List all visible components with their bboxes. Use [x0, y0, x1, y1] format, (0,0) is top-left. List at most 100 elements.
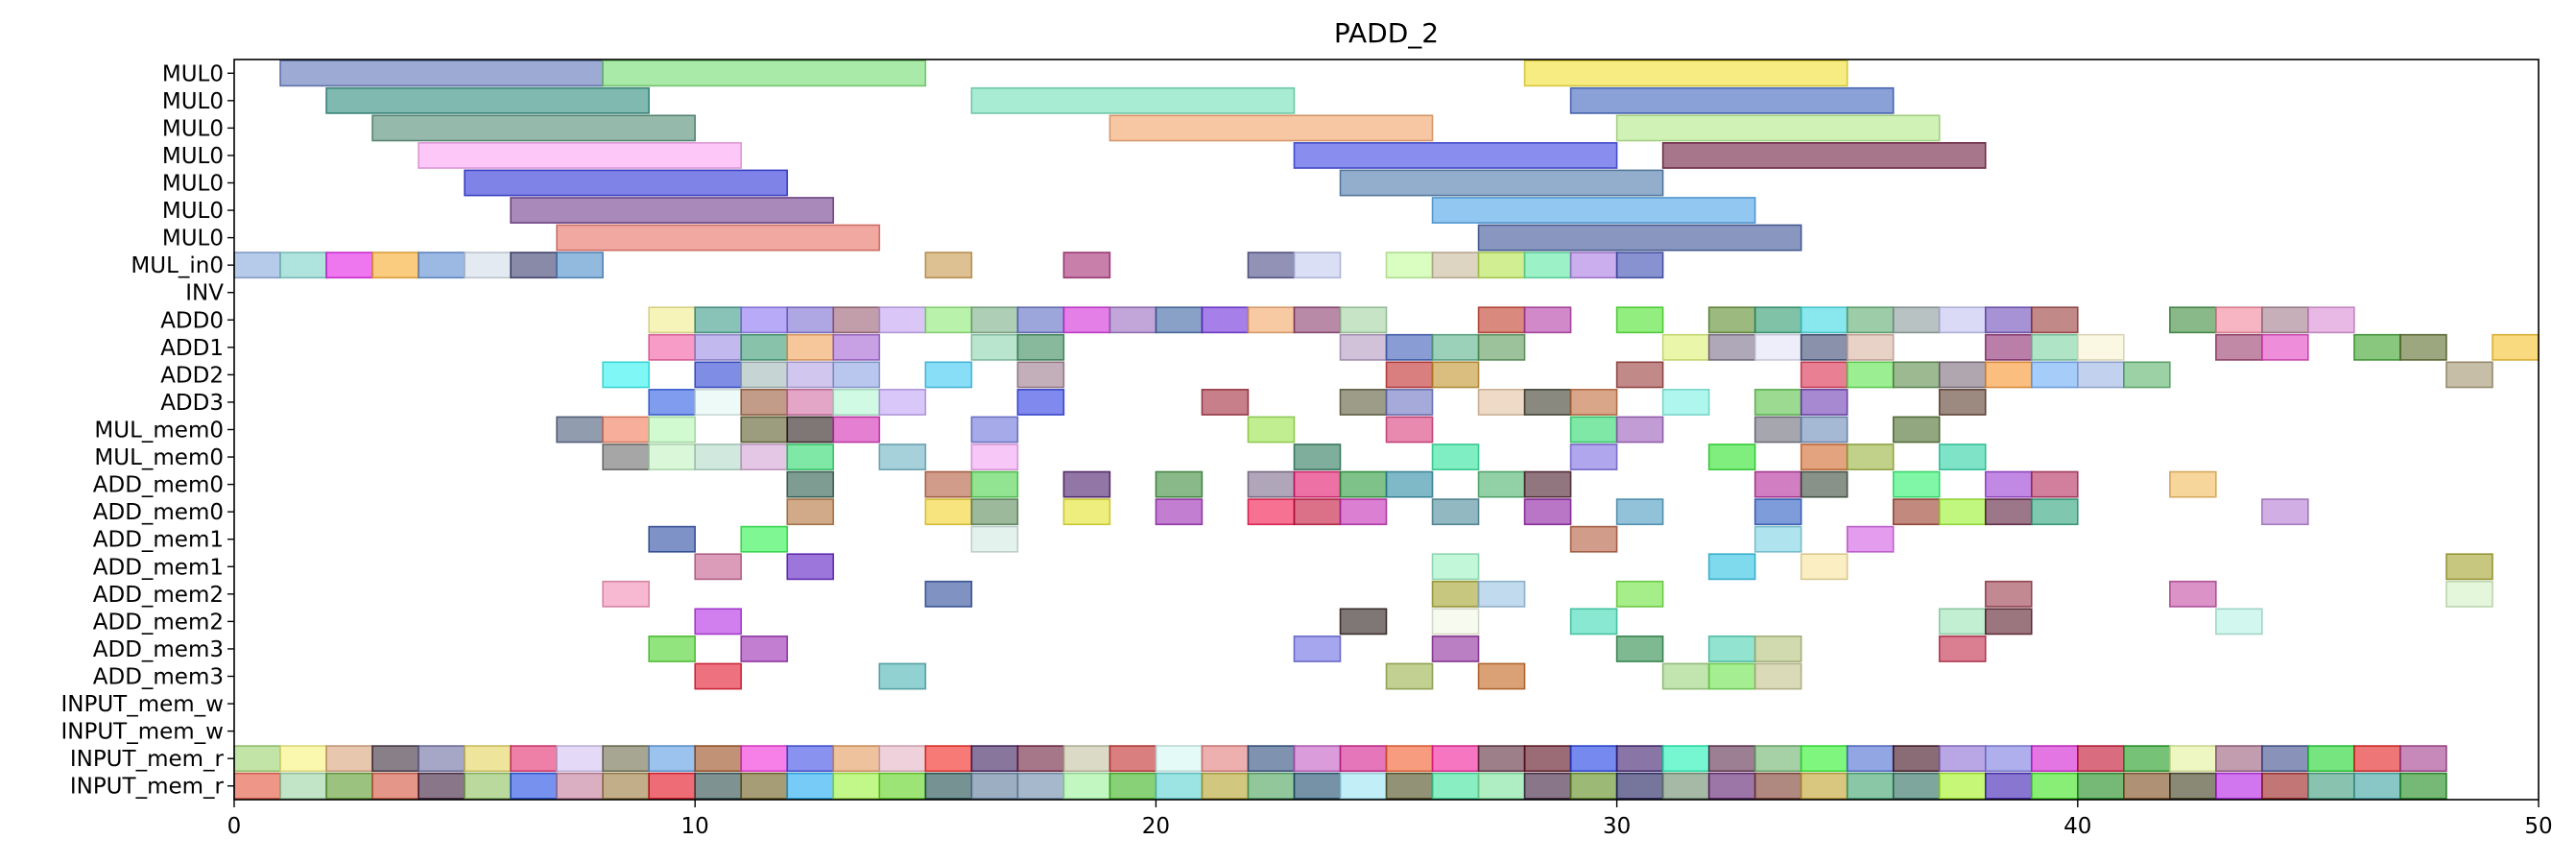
task-bar — [279, 745, 327, 773]
y-tick-label: MUL0 — [162, 116, 224, 141]
y-tick-label: ADD0 — [160, 308, 224, 333]
task-bar — [924, 580, 973, 608]
y-tick-label: MUL_mem0 — [94, 445, 224, 470]
task-bar — [1846, 333, 1895, 361]
task-bar — [1938, 389, 1987, 416]
y-tick-label: MUL_mem0 — [94, 419, 224, 443]
task-bar — [1109, 306, 1157, 334]
task-bar — [694, 608, 743, 635]
task-bar — [417, 142, 743, 169]
y-tick-label: ADD1 — [160, 336, 224, 361]
task-bar — [1247, 470, 1296, 498]
task-bar — [2399, 745, 2447, 773]
task-bar — [694, 361, 743, 389]
task-bar — [648, 443, 696, 470]
task-bar — [2261, 498, 2309, 526]
task-bar — [233, 772, 281, 800]
task-bar — [1753, 772, 1802, 800]
y-tick-label: INPUT_mem_r — [70, 747, 225, 772]
task-bar — [648, 772, 696, 800]
task-bar — [1800, 333, 1849, 361]
task-bar — [2307, 772, 2355, 800]
task-bar — [1109, 114, 1434, 142]
task-bar — [832, 333, 881, 361]
task-bar — [1431, 443, 1480, 470]
task-bar — [556, 224, 881, 252]
task-bar — [1477, 306, 1526, 334]
y-tick-label: MUL0 — [162, 144, 224, 169]
task-bar — [832, 416, 881, 443]
task-bar — [1707, 635, 1756, 662]
task-bar — [1062, 470, 1111, 498]
task-bar — [970, 525, 1019, 553]
task-bar — [1385, 662, 1434, 690]
task-bar — [1016, 333, 1065, 361]
task-bar — [1984, 333, 2033, 361]
task-bar — [878, 443, 927, 470]
task-bar — [1938, 361, 1987, 389]
task-bar — [648, 416, 696, 443]
task-bar — [1846, 361, 1895, 389]
task-bar — [2077, 361, 2125, 389]
task-bar — [1385, 745, 1434, 773]
task-bar — [740, 525, 789, 553]
task-bar — [1155, 470, 1204, 498]
task-bar — [1800, 389, 1849, 416]
task-bar — [1293, 498, 1342, 526]
task-bar — [1938, 772, 1987, 800]
task-bar — [1615, 745, 1664, 773]
task-bar — [2492, 333, 2540, 361]
task-bar — [602, 772, 650, 800]
task-bar — [740, 389, 789, 416]
task-bar — [556, 745, 604, 773]
task-bar — [694, 745, 743, 773]
task-bar — [2261, 745, 2309, 773]
task-bar — [371, 772, 419, 800]
task-bar — [1892, 772, 1941, 800]
task-bar — [924, 772, 973, 800]
task-bar — [740, 745, 789, 773]
task-bar — [1569, 416, 1618, 443]
task-bar — [970, 86, 1296, 114]
task-bar — [1523, 389, 1572, 416]
task-bar — [832, 389, 881, 416]
task-bar — [2169, 470, 2217, 498]
task-bar — [1753, 498, 1802, 526]
task-bar — [1339, 772, 1388, 800]
task-bar — [740, 416, 789, 443]
y-tick-label: MUL0 — [162, 89, 224, 114]
task-bar — [1109, 745, 1157, 773]
task-bar — [1477, 745, 1526, 773]
task-bar — [970, 333, 1019, 361]
y-tick-label: MUL0 — [162, 199, 224, 224]
task-bar — [1615, 361, 1664, 389]
task-bar — [1892, 498, 1941, 526]
task-bar — [1753, 416, 1802, 443]
task-bar — [464, 745, 512, 773]
task-bar — [325, 772, 373, 800]
task-bar — [417, 745, 465, 773]
task-bar — [1615, 416, 1664, 443]
task-bar — [786, 389, 835, 416]
task-bar — [1661, 389, 1710, 416]
task-bar — [2353, 333, 2401, 361]
task-bar — [1431, 608, 1480, 635]
task-bar — [1615, 580, 1664, 608]
task-bar — [1707, 772, 1756, 800]
y-tick-label: ADD_mem0 — [93, 473, 224, 498]
task-bar — [1615, 635, 1664, 662]
task-bar — [1339, 169, 1664, 197]
task-bar — [2445, 361, 2493, 389]
y-tick-label: ADD3 — [160, 391, 224, 416]
task-bar — [1892, 361, 1941, 389]
task-bar — [1431, 197, 1756, 224]
task-bar — [325, 745, 373, 773]
task-bar — [740, 443, 789, 470]
task-bar — [2261, 772, 2309, 800]
task-bar — [1339, 389, 1388, 416]
task-bar — [2307, 306, 2355, 334]
task-bar — [1661, 142, 1987, 169]
y-tick-label: MUL0 — [162, 61, 224, 86]
task-bar — [2123, 361, 2171, 389]
